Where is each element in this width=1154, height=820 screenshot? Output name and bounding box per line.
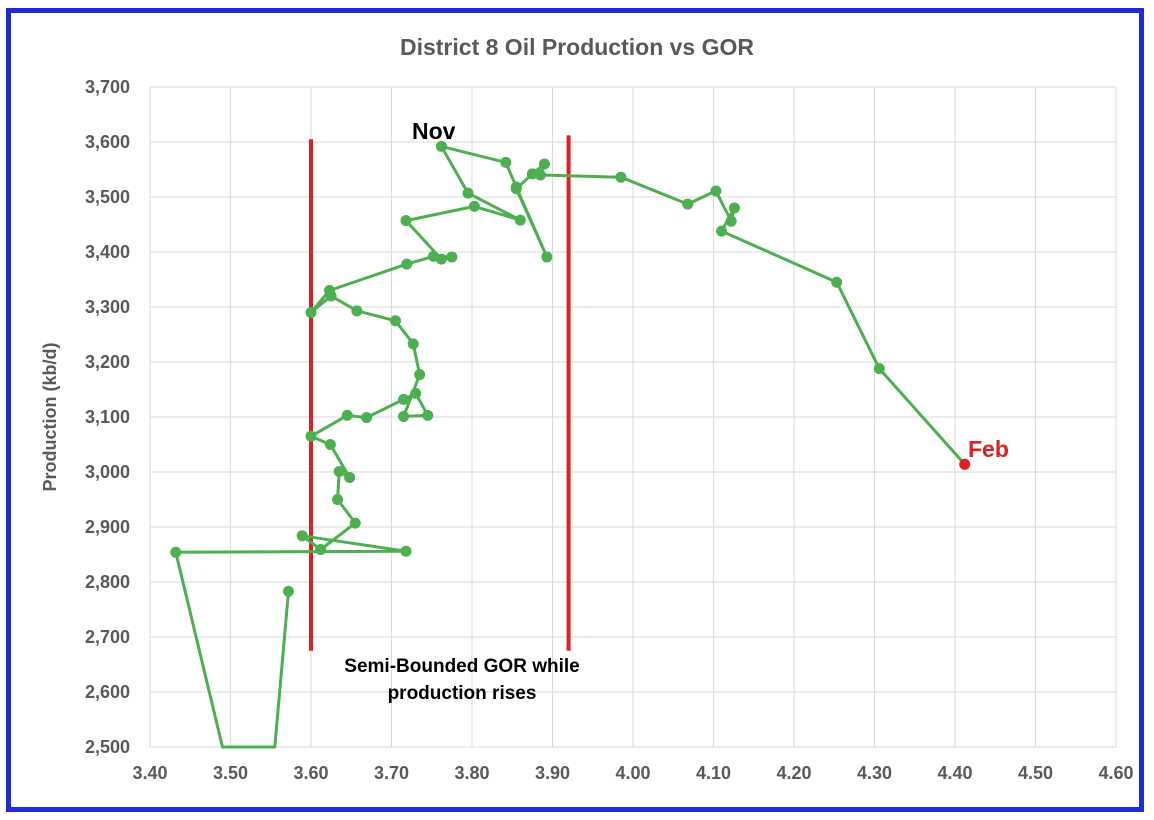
series-production-vs-gor [170,140,971,749]
data-point [305,430,317,442]
data-point [351,305,363,317]
data-point [324,439,336,450]
data-point [398,410,410,422]
data-point [361,412,373,424]
data-point [873,363,885,375]
y-tick-label: 3,100 [85,407,130,427]
data-point [710,185,722,197]
x-tick-label: 3.40 [132,763,167,783]
data-point [468,200,480,212]
data-point [462,187,474,199]
data-point [414,369,426,381]
y-tick-label: 2,600 [85,682,130,702]
x-tick-label: 4.60 [1098,763,1133,783]
data-point [716,225,728,237]
data-point [349,517,361,529]
data-point [534,169,546,181]
data-point [400,545,412,557]
data-point [682,198,694,210]
data-point [435,140,447,152]
y-tick-label: 3,300 [85,297,130,317]
y-tick-label: 2,500 [85,737,130,757]
y-tick-label: 3,700 [85,77,130,97]
x-tick-label: 4.40 [937,763,972,783]
y-tick-label: 3,500 [85,187,130,207]
y-tick-label: 2,800 [85,572,130,592]
data-point-last [959,458,971,470]
data-point [615,171,627,183]
x-tick-label: 4.20 [776,763,811,783]
data-point [435,253,447,265]
y-tick-label: 3,400 [85,242,130,262]
data-point [500,156,512,168]
data-point [170,546,182,558]
y-tick-label: 3,000 [85,462,130,482]
data-point [398,393,410,405]
x-tick-label: 4.30 [857,763,892,783]
x-tick-label: 3.90 [535,763,570,783]
data-point [538,158,550,170]
data-point [728,202,740,214]
data-point [446,251,458,263]
data-point [341,409,353,421]
data-point [831,276,843,288]
x-tick-label: 3.70 [374,763,409,783]
data-point [510,183,522,195]
data-point [324,285,336,296]
x-tick-label: 3.80 [454,763,489,783]
data-point [305,307,317,318]
x-tick-label: 3.50 [213,763,248,783]
grid [149,86,1117,748]
x-axis-ticks: 3.40 3.50 3.60 3.70 3.80 3.90 4.00 4.10 4.20 4.30… [132,763,1133,783]
data-point [410,387,422,399]
annotation-bounds-note-line1: Semi-Bounded GOR while [344,656,579,677]
chart-title: District 8 Oil Production vs GOR [400,34,754,60]
bound-lines [309,135,571,651]
y-axis-label: Production (kb/d) [40,343,60,492]
data-point [401,258,413,270]
annotation-end-label: Feb [968,436,1009,462]
data-point [514,214,526,226]
data-point [333,465,345,477]
data-point [407,338,419,350]
data-point [390,315,402,327]
data-point [526,168,538,180]
data-point [400,215,412,227]
data-point [296,530,308,542]
x-tick-label: 4.00 [615,763,650,783]
y-tick-label: 3,200 [85,352,130,372]
annotation-start-label: Nov [412,118,456,144]
data-point [344,472,356,483]
data-point [332,494,344,505]
y-tick-label: 2,900 [85,517,130,537]
data-point [282,585,294,597]
x-tick-label: 4.50 [1018,763,1053,783]
y-tick-label: 3,600 [85,132,130,152]
x-tick-label: 4.10 [696,763,731,783]
data-point [725,215,737,227]
data-point [422,409,434,421]
annotation-bounds-note-line2: production rises [388,683,537,704]
data-point [541,251,553,263]
data-point [315,544,327,556]
y-tick-label: 2,700 [85,627,130,647]
y-axis-ticks: 2,500 2,600 2,700 2,800 2,900 3,000 3,100 3,200… [85,77,130,757]
x-tick-label: 3.60 [293,763,328,783]
